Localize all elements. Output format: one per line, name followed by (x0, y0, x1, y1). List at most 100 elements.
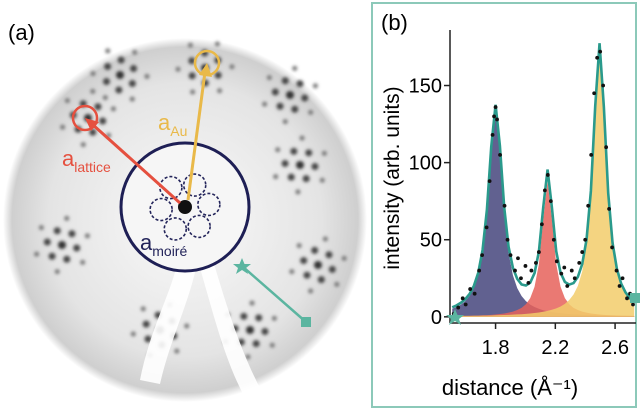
spot (129, 96, 135, 102)
lattice-arrow (90, 122, 182, 205)
spot (287, 173, 295, 181)
annotation-base: a (158, 110, 171, 135)
spot (64, 98, 70, 104)
arrow-head (85, 118, 99, 131)
spot (34, 251, 40, 257)
data-point (487, 179, 492, 184)
spot (188, 57, 196, 65)
spot (229, 64, 235, 70)
data-point (586, 203, 591, 208)
spot (261, 327, 269, 335)
spot (116, 71, 124, 79)
data-point (604, 145, 609, 150)
spot (317, 276, 325, 284)
spot (302, 175, 310, 183)
spot (214, 41, 220, 47)
spot (301, 94, 309, 102)
x-tick-label: 1.8 (482, 337, 510, 359)
spot (142, 320, 150, 328)
data-point (601, 83, 606, 88)
moire-ring (163, 217, 188, 241)
annotation: aAu (158, 110, 187, 139)
data-point (539, 222, 544, 227)
data-point (492, 114, 496, 119)
peak-area (452, 108, 635, 317)
spot (104, 63, 112, 71)
spot (334, 281, 340, 287)
data-point (614, 268, 619, 273)
moire-ring (197, 192, 221, 217)
spot (328, 265, 336, 273)
annotation: amoiré (140, 230, 187, 259)
data-point (536, 250, 541, 254)
y-tick-label: 100 (409, 153, 442, 175)
spot (295, 189, 301, 195)
data-point (610, 245, 614, 250)
spot (102, 77, 110, 85)
spot (187, 42, 193, 48)
spot (102, 95, 108, 101)
moire-ring (149, 197, 173, 222)
spot (90, 88, 96, 94)
spot (281, 160, 289, 168)
spot (184, 323, 190, 329)
data-point (495, 117, 499, 122)
spot (273, 174, 279, 180)
data-point (508, 253, 513, 258)
spot (115, 86, 123, 94)
spot (319, 177, 325, 183)
spot (53, 227, 61, 235)
spot (300, 257, 308, 265)
data-point (484, 225, 489, 230)
spot (144, 335, 152, 343)
spot (90, 71, 96, 77)
au-arrow (186, 71, 207, 201)
spot (282, 119, 288, 125)
y-axis-label: intensity (arb. units) (381, 86, 404, 269)
cut-start (233, 258, 251, 274)
annotation-base: a (140, 230, 153, 255)
data-point (595, 55, 600, 60)
spot (58, 241, 66, 249)
spot (303, 271, 311, 279)
spot (266, 75, 272, 81)
data-point (607, 206, 612, 211)
spot (296, 80, 304, 88)
spot (217, 88, 223, 94)
y-tick-label: 150 (409, 76, 442, 98)
spot (130, 65, 138, 73)
data-point (529, 268, 534, 273)
spot (94, 103, 102, 111)
spot (38, 225, 44, 231)
spot (63, 255, 71, 263)
series-group (451, 43, 636, 317)
data-point (583, 237, 588, 242)
data-point (463, 302, 468, 307)
center-spot (178, 200, 192, 214)
data-point (523, 264, 528, 268)
spot (271, 315, 277, 321)
spot (291, 105, 299, 113)
data-point (516, 256, 520, 261)
spot (130, 331, 136, 337)
data-point (502, 203, 507, 208)
moire-ring (182, 173, 207, 197)
data-point (505, 237, 510, 242)
spot (214, 71, 222, 79)
spot (80, 142, 86, 148)
data-point (460, 296, 465, 301)
data-point (592, 91, 597, 96)
arrow-head (199, 63, 212, 77)
data-point (551, 237, 556, 242)
spot (308, 288, 314, 294)
spot (289, 269, 295, 275)
spot (48, 252, 56, 260)
spot (275, 147, 281, 153)
data-point (519, 276, 523, 281)
spot (188, 72, 196, 80)
cut-end (630, 293, 640, 303)
spot (286, 91, 294, 99)
spot (190, 89, 196, 95)
data-point (498, 153, 502, 157)
spot (240, 312, 248, 320)
